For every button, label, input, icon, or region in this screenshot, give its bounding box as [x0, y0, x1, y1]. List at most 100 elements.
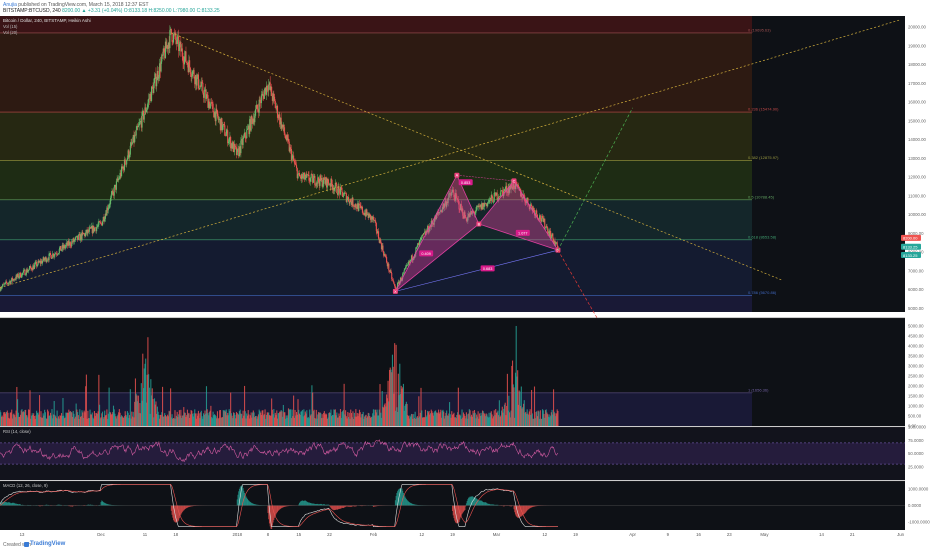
- macd-histogram-bar: [468, 497, 470, 506]
- volume-bar: [294, 409, 296, 426]
- volume-bar: [544, 410, 547, 426]
- tradingview-brand[interactable]: TradingView: [30, 541, 66, 547]
- candle: [501, 190, 503, 191]
- candle: [460, 204, 462, 211]
- volume-bar: [394, 410, 396, 426]
- volume-bar: [268, 415, 270, 426]
- macd-histogram-bar: [470, 496, 472, 506]
- macd-histogram-bar: [182, 505, 184, 512]
- volume-bar: [357, 416, 359, 426]
- volume-bar: [370, 417, 372, 426]
- volume-bar: [549, 417, 551, 426]
- macd-histogram-bar: [348, 505, 350, 507]
- candle: [273, 93, 275, 97]
- candle: [69, 241, 71, 246]
- volume-bar: [470, 414, 473, 426]
- volume-bar: [339, 409, 342, 426]
- candle: [309, 178, 312, 182]
- volume-bar: [194, 409, 196, 426]
- candle: [106, 207, 108, 216]
- candle: [349, 199, 351, 204]
- macd-histogram-bar: [268, 505, 270, 520]
- candle: [462, 215, 465, 219]
- volume-bar: [422, 417, 424, 426]
- macd-histogram-bar: [324, 504, 326, 506]
- volume-bar: [162, 416, 164, 426]
- volume-bar: [399, 394, 402, 426]
- macd-histogram-bar: [416, 504, 418, 506]
- macd-histogram-bar: [88, 504, 90, 506]
- candle: [384, 253, 386, 257]
- macd-histogram-bar: [345, 505, 347, 507]
- candle: [454, 192, 456, 201]
- candle: [77, 235, 79, 240]
- volume-bar: [238, 414, 240, 426]
- macd-histogram-bar: [181, 505, 183, 514]
- macd-histogram-bar: [326, 504, 328, 506]
- volume-bar: [488, 412, 490, 426]
- macd-histogram-bar: [281, 505, 283, 508]
- volume-bar: [264, 409, 266, 426]
- candle: [207, 95, 209, 108]
- macd-histogram-bar: [309, 502, 311, 506]
- volume-bar: [450, 417, 452, 426]
- candle: [458, 201, 460, 210]
- candle: [516, 182, 518, 186]
- macd-histogram-bar: [356, 505, 358, 507]
- volume-bar: [416, 416, 418, 426]
- candle: [359, 204, 361, 206]
- candle: [239, 146, 241, 154]
- candle: [201, 81, 203, 83]
- macd-histogram-bar: [411, 503, 413, 506]
- volume-bar: [524, 412, 526, 426]
- candle: [121, 166, 123, 169]
- volume-bar: [150, 379, 152, 426]
- volume-bar: [203, 413, 205, 426]
- volume-bar: [142, 353, 144, 426]
- volume-bar: [461, 409, 463, 426]
- candle: [41, 260, 44, 264]
- volume-bar: [500, 415, 502, 426]
- macd-histogram-bar: [519, 505, 521, 517]
- volume-bar: [293, 395, 295, 426]
- candle: [177, 36, 179, 38]
- volume-bar: [68, 409, 70, 426]
- volume-bar: [57, 418, 59, 426]
- candle: [156, 70, 158, 81]
- volume-bar: [375, 409, 377, 426]
- candle: [189, 67, 191, 75]
- candle: [364, 212, 366, 216]
- candle: [205, 94, 208, 99]
- macd-histogram-bar: [517, 505, 519, 518]
- volume-bar: [337, 417, 339, 426]
- volume-bar: [320, 418, 322, 426]
- volume-bar: [472, 410, 474, 426]
- volume-bar: [429, 413, 432, 426]
- candle: [116, 178, 118, 182]
- macd-histogram-bar: [9, 502, 11, 506]
- candle: [214, 111, 216, 122]
- candle: [485, 203, 487, 205]
- volume-bar: [25, 409, 27, 426]
- volume-bar: [140, 413, 142, 426]
- pattern-ratio-box: [419, 250, 434, 257]
- candle: [89, 227, 91, 229]
- volume-bar: [34, 418, 36, 426]
- volume-bar: [340, 417, 342, 426]
- volume-bar: [176, 411, 178, 426]
- candle: [319, 175, 321, 186]
- volume-bar: [69, 411, 71, 426]
- volume-bar: [152, 399, 154, 426]
- candle: [66, 242, 68, 245]
- candle: [73, 238, 75, 242]
- candle: [279, 117, 281, 125]
- author-link[interactable]: Anujia: [3, 2, 17, 8]
- volume-axis-tick: 0.00: [908, 424, 917, 429]
- candle: [293, 160, 295, 163]
- candle: [194, 77, 196, 85]
- candle: [506, 185, 508, 193]
- macd-histogram-bar: [110, 504, 112, 506]
- volume-bar: [227, 412, 229, 426]
- volume-bar: [149, 413, 151, 426]
